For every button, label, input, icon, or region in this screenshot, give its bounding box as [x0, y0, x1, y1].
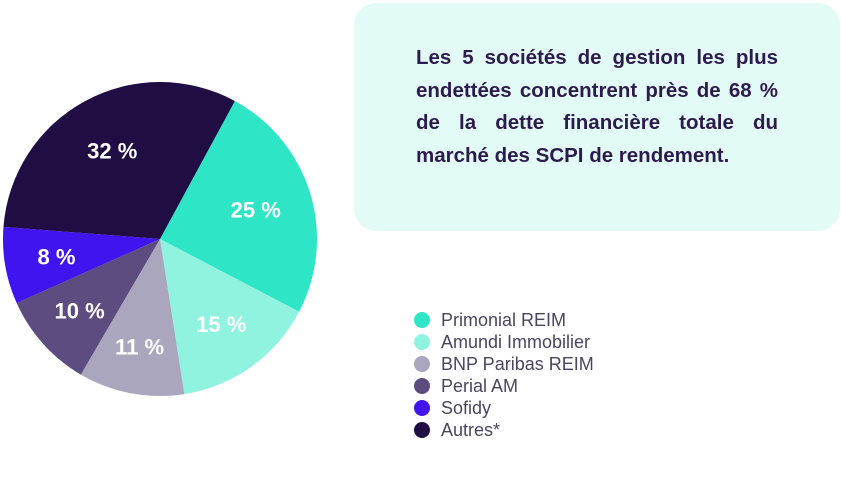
legend-swatch: [414, 400, 430, 416]
slice-label: 10 %: [55, 299, 105, 324]
pie-slice: [2, 226, 161, 304]
slice-label: 15 %: [196, 312, 246, 337]
legend-item: Amundi Immobilier: [414, 331, 594, 353]
callout-box: Les 5 sociétés de gestion les plus endet…: [354, 3, 840, 231]
chart-legend: Primonial REIM Amundi Immobilier BNP Par…: [414, 309, 594, 441]
callout-text: Les 5 sociétés de gestion les plus endet…: [416, 46, 778, 167]
legend-swatch: [414, 356, 430, 372]
legend-item: Autres*: [414, 419, 594, 441]
legend-label: Amundi Immobilier: [441, 331, 591, 352]
legend-item: BNP Paribas REIM: [414, 353, 594, 375]
slice-label: 8 %: [38, 244, 76, 269]
legend-swatch: [414, 334, 430, 350]
legend-label: BNP Paribas REIM: [441, 353, 594, 374]
slice-label: 11 %: [115, 335, 164, 360]
pie-slice: [160, 101, 317, 312]
legend-item: Sofidy: [414, 397, 594, 419]
legend-swatch: [414, 422, 430, 438]
slice-label: 32 %: [87, 139, 137, 164]
pie-slice: [160, 239, 300, 395]
legend-label: Autres*: [441, 419, 501, 440]
legend-item: Primonial REIM: [414, 309, 594, 331]
pie-slice: [80, 239, 185, 397]
pie-chart-svg: 25 % 15 % 11 % 10 % 8 % 32 %: [2, 82, 317, 397]
pie-chart: 25 % 15 % 11 % 10 % 8 % 32 %: [0, 0, 330, 420]
legend-swatch: [414, 378, 430, 394]
legend-label: Sofidy: [441, 397, 492, 418]
pie-slice: [3, 82, 235, 239]
legend-label: Primonial REIM: [441, 309, 567, 330]
pie-slice: [16, 239, 160, 375]
slice-label: 25 %: [231, 197, 281, 222]
legend-swatch: [414, 312, 430, 328]
legend-item: Perial AM: [414, 375, 594, 397]
legend-label: Perial AM: [441, 375, 519, 396]
